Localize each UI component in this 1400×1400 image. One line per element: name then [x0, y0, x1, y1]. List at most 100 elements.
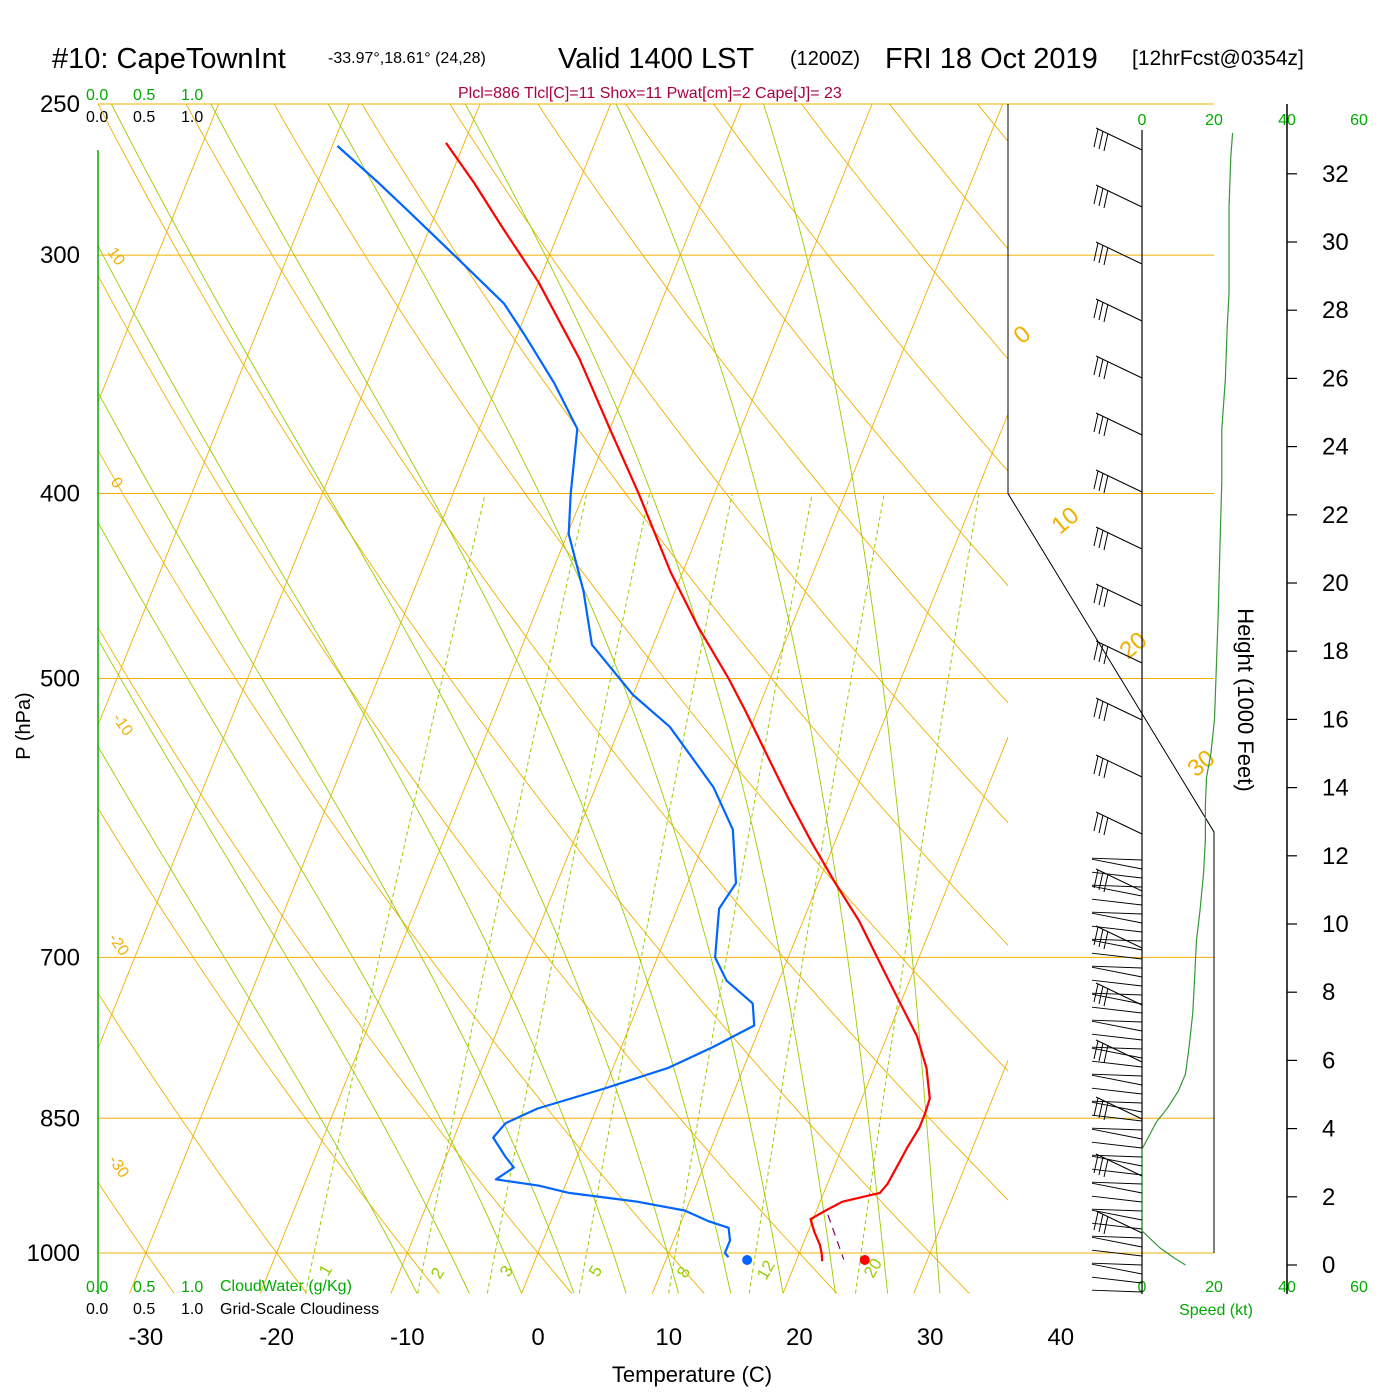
mixing-ratio-label: 3: [496, 1262, 517, 1280]
wind-barb: [1095, 1096, 1143, 1120]
dry-adiabat: [98, 807, 440, 1294]
wind-barb-flag: [1103, 645, 1109, 665]
temperature-tick-label: -30: [129, 1324, 164, 1351]
moist-adiabat: [210, 104, 732, 1294]
bottom-cloudwater-axis: 0.0 0.5 1.0 CloudWater (g/Kg): [86, 1278, 352, 1296]
wind-barb-flag: [1098, 130, 1104, 150]
moist-adiabat: [98, 521, 523, 1294]
wind-barb-flag: [1098, 472, 1104, 492]
wind-barb-flag: [1103, 702, 1109, 722]
wind-barb: [1091, 884, 1143, 888]
wind-barb-flag: [1098, 928, 1104, 948]
wind-barb: [1091, 1276, 1143, 1284]
isotherm: [98, 104, 481, 1050]
isotherm: [390, 104, 873, 1294]
wind-barb-flag: [1093, 242, 1099, 262]
wind-barb-flag: [1103, 189, 1109, 209]
wind-barb: [1091, 1195, 1143, 1203]
utc-time: (1200Z): [790, 48, 860, 70]
wind-barb: [1091, 1168, 1143, 1176]
pressure-tick-label: 500: [40, 666, 80, 693]
moist-adiabat: [615, 104, 889, 1294]
indices-line: Plcl=886 Tlcl[C]=11 Shox=11 Pwat[cm]=2 C…: [458, 85, 842, 102]
wind-barb: [1091, 911, 1143, 915]
wind-barb-flag: [1093, 926, 1099, 946]
wind-barb: [1091, 857, 1143, 861]
wind-barb-flag: [1098, 1213, 1104, 1233]
y-axis-title: P (hPa): [13, 692, 35, 759]
wind-barb: [1095, 754, 1143, 778]
wind-barb: [1091, 871, 1143, 879]
wind-barb-flag: [1103, 360, 1109, 380]
moist-adiabat: [98, 244, 627, 1294]
mixing-ratio-label: 5: [585, 1262, 606, 1280]
mixing-ratio-label: 12: [753, 1257, 779, 1283]
wind-barb-flag: [1093, 356, 1099, 376]
pressure-tick-label: 400: [40, 481, 80, 508]
height-tick-label: 6: [1322, 1047, 1335, 1074]
dry-adiabat: [0, 70, 42, 1293]
wind-barb-flag: [1098, 244, 1104, 264]
wind-barb: [1095, 1210, 1143, 1234]
height-tick-label: 8: [1322, 979, 1335, 1006]
dewpoint-profile: [336, 145, 756, 1258]
top-green-tick-0: 0.0: [86, 87, 108, 104]
dry-adiabat: [185, 104, 1008, 1201]
wind-barb-flag: [1093, 1040, 1099, 1060]
bottom-cloudiness-axis: 0.0 0.5 1.0 Grid-Scale Cloudiness: [86, 1301, 379, 1318]
wind-barb: [1095, 811, 1143, 835]
bottom-black-tick-2: 1.0: [181, 1301, 203, 1318]
wind-barb-flag: [1103, 588, 1109, 608]
isotherm: [259, 104, 742, 1294]
height-tick-label: 18: [1322, 638, 1349, 665]
top-cloudiness-ticks: 0.0 0.5 1.0: [86, 109, 203, 126]
dry-adiabat: [1124, 70, 1400, 1293]
moist-adiabat: [464, 104, 836, 1294]
wind-barb-flag: [1098, 814, 1104, 834]
wind-barb-flag: [1103, 531, 1109, 551]
wind-barb: [1091, 992, 1143, 996]
wind-barb-flag: [1093, 527, 1099, 547]
dry-adiabat: [361, 104, 1008, 946]
wind-barb: [1095, 412, 1143, 436]
height-tick-label: 24: [1322, 434, 1349, 461]
wind-barb: [1091, 1100, 1143, 1104]
wind-barb: [1095, 241, 1143, 265]
wind-barb-flag: [1093, 755, 1099, 775]
pressure-tick-label: 700: [40, 944, 80, 971]
height-tick-label: 22: [1322, 502, 1349, 529]
wind-barb: [1091, 1235, 1143, 1239]
wind-barb: [1091, 1046, 1143, 1050]
moist-adiabat: [98, 638, 470, 1294]
dry-adiabat: [98, 992, 308, 1294]
valid-date: FRI 18 Oct 2019: [885, 43, 1098, 75]
wind-barb: [1095, 184, 1143, 208]
wind-barb-flag: [1093, 1211, 1099, 1231]
mixing-ratio-line: [668, 493, 813, 1294]
wind-barb: [1091, 1263, 1143, 1275]
dry-adiabat-label: -20: [105, 931, 132, 960]
dry-adiabat: [800, 104, 1008, 360]
wind-barb-flag: [1103, 132, 1109, 152]
wind-barb: [1091, 1155, 1143, 1167]
wind-barb: [1091, 898, 1143, 906]
wind-barb: [1091, 1114, 1143, 1122]
dry-adiabat-label: -10: [109, 711, 136, 740]
wind-barb: [1091, 1060, 1143, 1068]
pressure-tick-label: 1000: [27, 1240, 80, 1267]
dry-adiabat: [273, 104, 1008, 1072]
wind-barb-flag: [1098, 871, 1104, 891]
wind-barb-flag: [1093, 128, 1099, 148]
wind-barb-flag: [1093, 299, 1099, 319]
dry-adiabat: [449, 104, 1008, 824]
moist-adiabat: [98, 745, 418, 1294]
wind-barb-flag: [1103, 303, 1109, 323]
wind-barb: [1091, 1181, 1143, 1185]
dry-adiabat-label: 10: [104, 245, 128, 269]
wind-barb-flag: [1098, 586, 1104, 606]
wind-barb: [1091, 965, 1143, 969]
temperature-profile: [445, 142, 931, 1262]
wind-barb: [1095, 697, 1143, 721]
pressure-tick-label: 300: [40, 242, 80, 269]
